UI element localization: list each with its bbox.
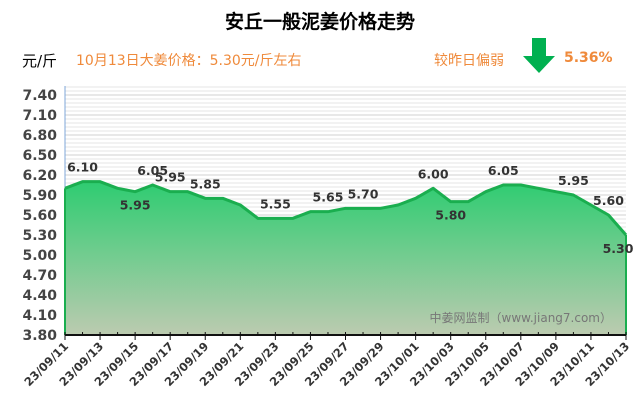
watermark: 中姜网监制（www.jiang7.com） [430,310,612,325]
data-label: 5.70 [348,186,379,201]
data-label: 5.55 [260,196,291,211]
y-tick-label: 5.30 [22,228,57,244]
y-tick-label: 3.80 [22,328,57,344]
data-label: 5.85 [190,176,221,191]
y-tick-label: 5.00 [22,248,57,264]
y-tick-label: 7.10 [22,108,57,124]
data-label: 6.05 [137,163,168,178]
y-tick-label: 6.20 [22,168,57,184]
data-label: 5.95 [120,198,151,213]
y-tick-label: 6.80 [22,128,57,144]
data-label: 5.60 [593,193,624,208]
change-percent: 5.36% [564,50,613,66]
data-label: 5.30 [603,241,634,256]
chart-title: 安丘一般泥姜价格走势 [224,11,415,33]
data-label: 6.05 [488,163,519,178]
change-text: 较昨日偏弱 [434,53,504,69]
y-tick-label: 7.40 [22,88,57,104]
data-label: 5.95 [558,173,589,188]
y-tick-label: 6.50 [22,148,57,164]
y-tick-label: 4.70 [22,268,57,284]
y-unit-label: 元/斤 [22,52,58,70]
y-tick-label: 4.10 [22,308,57,324]
price-headline: 10月13日大姜价格：5.30元/斤左右 [76,53,302,69]
y-tick-label: 5.60 [22,208,57,224]
data-label: 5.80 [435,208,466,223]
data-label: 6.10 [67,160,98,175]
data-label: 5.95 [155,170,186,185]
y-tick-label: 4.40 [22,288,57,304]
data-label: 6.00 [418,166,449,181]
arrow-down-icon [523,38,555,73]
series-line [64,180,628,236]
data-label: 5.65 [313,190,344,205]
area-fill [65,181,626,335]
y-tick-label: 5.90 [22,188,57,204]
